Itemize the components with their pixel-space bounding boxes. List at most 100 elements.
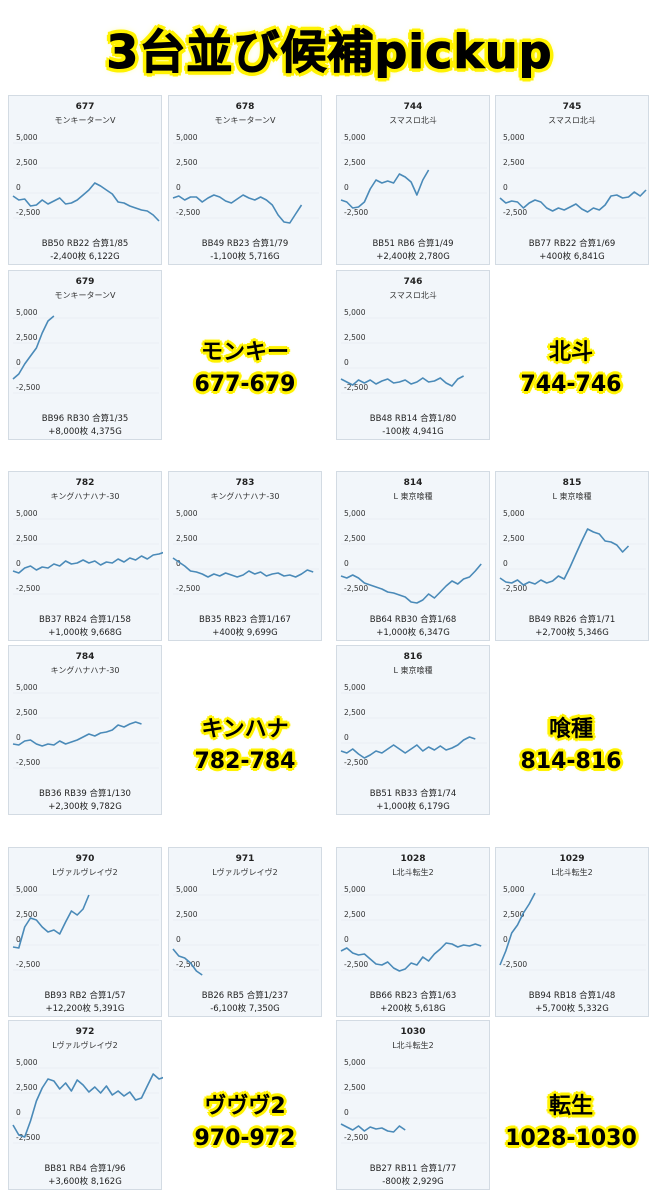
result-stats: +12,200枚 5,391G xyxy=(45,1004,125,1014)
y-tick-label: 5,000 xyxy=(16,509,38,518)
series-line xyxy=(499,189,647,213)
series-line xyxy=(340,169,430,209)
group-label-ghoul: 喰種 814-816 xyxy=(494,714,648,778)
y-tick-label: 2,500 xyxy=(176,158,198,167)
y-tick-label: 5,000 xyxy=(344,1058,366,1067)
bonus-stats: BB26 RB5 合算1/237 xyxy=(201,991,289,1001)
line-chart: 5,000 2,500 0 -2,500 xyxy=(499,133,647,219)
machine-number: 746 xyxy=(403,277,423,287)
y-tick-label: 2,500 xyxy=(16,534,38,543)
y-tick-label: 0 xyxy=(344,733,349,742)
chart-card: 814 L 東京喰種 5,000 2,500 0 -2,500 BB64 RB30 合算1/… xyxy=(336,471,490,641)
y-tick-label: 2,500 xyxy=(503,910,525,919)
chart-card: 1029 L北斗転生2 5,000 2,500 0 -2,500 BB94 RB18 合算1… xyxy=(495,847,649,1017)
y-tick-label: 0 xyxy=(16,733,21,742)
series-line xyxy=(12,182,160,222)
y-tick-label: -2,500 xyxy=(176,960,200,969)
chart-card: 746 スマスロ北斗 5,000 2,500 0 -2,500 BB48 RB14 合算1/… xyxy=(336,270,490,440)
machine-model: Lヴァルヴレイヴ2 xyxy=(52,868,118,877)
machine-model: モンキーターンV xyxy=(54,291,116,300)
result-stats: -6,100枚 7,350G xyxy=(210,1004,280,1014)
result-stats: +1,000枚 9,668G xyxy=(48,628,122,638)
machine-number: 1030 xyxy=(400,1027,426,1037)
y-tick-label: 2,500 xyxy=(16,1083,38,1092)
bonus-stats: BB50 RB22 合算1/85 xyxy=(41,239,129,249)
result-stats: +400枚 6,841G xyxy=(539,252,605,262)
y-tick-label: 5,000 xyxy=(16,885,38,894)
group-range: 970-972 xyxy=(194,1126,296,1151)
bonus-stats: BB27 RB11 合算1/77 xyxy=(369,1164,457,1174)
bonus-stats: BB81 RB4 合算1/96 xyxy=(44,1164,126,1174)
line-chart: 5,000 2,500 0 -2,500 xyxy=(172,133,319,224)
line-chart: 5,000 2,500 0 -2,500 xyxy=(12,509,163,595)
bonus-stats: BB96 RB30 合算1/35 xyxy=(41,414,129,424)
y-tick-label: 0 xyxy=(344,559,349,568)
group-name: モンキー xyxy=(200,340,289,365)
group-range: 782-784 xyxy=(194,749,296,774)
group-name: 転生 xyxy=(548,1094,593,1119)
line-chart: 5,000 2,500 0 -2,500 xyxy=(12,885,159,971)
machine-number: 815 xyxy=(562,478,582,488)
machine-number: 744 xyxy=(403,102,423,112)
bonus-stats: BB94 RB18 合算1/48 xyxy=(528,991,616,1001)
y-tick-label: -2,500 xyxy=(16,758,40,767)
series-line xyxy=(340,375,464,387)
y-tick-label: 0 xyxy=(344,1108,349,1117)
line-chart: 5,000 2,500 0 -2,500 xyxy=(340,683,487,769)
chart-card: 972 Lヴァルヴレイヴ2 5,000 2,500 0 -2,500 BB81 RB4 合算… xyxy=(8,1020,163,1190)
line-chart: 5,000 2,500 0 -2,500 xyxy=(499,885,646,971)
y-tick-label: 0 xyxy=(16,1108,21,1117)
group-label-hokuto: 北斗 744-746 xyxy=(494,337,648,401)
y-tick-label: 2,500 xyxy=(344,333,366,342)
result-stats: +1,000枚 6,347G xyxy=(376,628,450,638)
machine-model: スマスロ北斗 xyxy=(389,291,437,300)
y-tick-label: -2,500 xyxy=(344,960,368,969)
line-chart: 5,000 2,500 0 -2,500 xyxy=(12,1058,163,1144)
result-stats: -1,100枚 5,716G xyxy=(210,252,280,262)
machine-model: モンキーターンV xyxy=(54,116,116,125)
y-tick-label: 0 xyxy=(176,935,181,944)
machine-number: 782 xyxy=(75,478,95,488)
machine-number: 784 xyxy=(75,652,95,662)
y-tick-label: 0 xyxy=(176,183,181,192)
chart-card: 1030 L北斗転生2 5,000 2,500 0 -2,500 BB27 RB11 合算1… xyxy=(336,1020,490,1190)
machine-model: L北斗転生2 xyxy=(392,1041,434,1050)
series-line xyxy=(12,551,163,574)
chart-card: 678 モンキーターンV 5,000 2,500 0 -2,500 BB49 RB23 合算… xyxy=(168,95,322,265)
machine-number: 1029 xyxy=(559,854,585,864)
machine-model: L北斗転生2 xyxy=(392,868,434,877)
y-tick-label: 5,000 xyxy=(16,133,38,142)
y-tick-label: 2,500 xyxy=(344,910,366,919)
line-chart: 5,000 2,500 0 -2,500 xyxy=(12,683,159,769)
machine-model: Lヴァルヴレイヴ2 xyxy=(52,1041,118,1050)
group-range: 744-746 xyxy=(520,372,622,397)
machine-number: 678 xyxy=(235,102,255,112)
series-line xyxy=(340,736,476,759)
y-tick-label: 0 xyxy=(176,559,181,568)
y-tick-label: 0 xyxy=(16,183,21,192)
y-tick-label: 2,500 xyxy=(344,158,366,167)
machine-number: 745 xyxy=(562,102,582,112)
y-tick-label: 0 xyxy=(503,935,508,944)
chart-card: 782 キングハナハナ-30 5,000 2,500 0 -2,500 BB37 RB24 … xyxy=(8,471,163,641)
y-tick-label: -2,500 xyxy=(16,208,40,217)
bonus-stats: BB49 RB26 合算1/71 xyxy=(528,615,616,625)
y-tick-label: 2,500 xyxy=(16,708,38,717)
series-line xyxy=(12,1073,163,1138)
result-stats: +3,600枚 8,162G xyxy=(48,1177,122,1187)
series-line xyxy=(340,1123,406,1133)
machine-number: 816 xyxy=(403,652,423,662)
result-stats: +2,700枚 5,346G xyxy=(535,628,609,638)
group-label-tensei: 転生 1028-1030 xyxy=(494,1091,648,1155)
series-line xyxy=(499,892,536,966)
machine-model: Lヴァルヴレイヴ2 xyxy=(212,868,278,877)
machine-number: 970 xyxy=(75,854,95,864)
y-tick-label: -2,500 xyxy=(176,208,200,217)
y-tick-label: -2,500 xyxy=(16,383,40,392)
chart-card: 816 L 東京喰種 5,000 2,500 0 -2,500 BB51 RB33 合算1/… xyxy=(336,645,490,815)
y-tick-label: 5,000 xyxy=(176,885,198,894)
chart-card: 677 モンキーターンV 5,000 2,500 0 -2,500 BB50 RB22 合算… xyxy=(8,95,162,265)
chart-card: 679 モンキーターンV 5,000 2,500 0 -2,500 BB96 RB30 合算… xyxy=(8,270,162,440)
machine-number: 972 xyxy=(75,1027,95,1037)
y-tick-label: 5,000 xyxy=(16,1058,38,1067)
